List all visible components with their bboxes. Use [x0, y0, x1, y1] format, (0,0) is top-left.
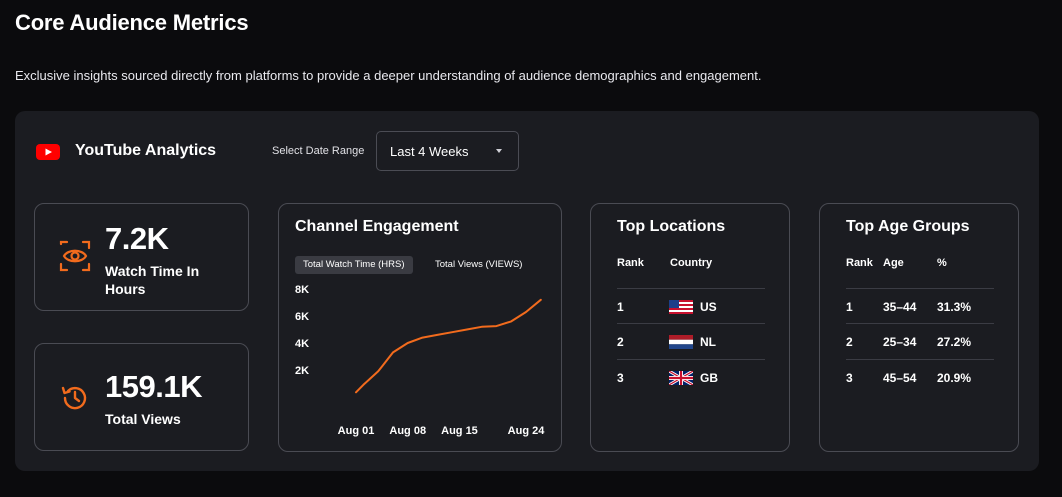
- age-rank-header: Rank: [846, 257, 873, 269]
- age-range: 35–44: [883, 300, 917, 314]
- location-country: NL: [700, 335, 716, 349]
- divider: [846, 323, 994, 324]
- watch-time-value: 7.2K: [105, 221, 169, 256]
- total-views-card: 159.1K Total Views: [34, 343, 249, 451]
- age-header: Age: [883, 257, 904, 269]
- gb-flag-icon: [669, 371, 693, 385]
- engagement-line-chart: 2K 4K 6K 8K Aug 01 Aug 08 Aug 15 Aug 24: [295, 284, 546, 437]
- series-line-watch-time: [355, 298, 542, 394]
- date-range-label: Select Date Range: [272, 145, 365, 157]
- x-tick-label: Aug 15: [441, 425, 478, 437]
- age-rank: 3: [846, 371, 853, 385]
- top-locations-card: Top Locations Rank Country 1 US 2 NL 3 G…: [590, 203, 790, 452]
- date-range-select[interactable]: Last 4 Weeks: [376, 131, 519, 171]
- locations-title: Top Locations: [617, 218, 726, 235]
- date-range-value: Last 4 Weeks: [390, 143, 469, 159]
- engagement-title: Channel Engagement: [295, 218, 459, 235]
- x-tick-label: Aug 01: [338, 425, 375, 437]
- chevron-down-icon: [496, 149, 502, 153]
- channel-engagement-card: Channel Engagement Total Watch Time (HRS…: [278, 203, 562, 452]
- location-rank: 1: [617, 300, 624, 314]
- page-subtitle: Exclusive insights sourced directly from…: [15, 68, 762, 83]
- divider: [617, 323, 765, 324]
- tab-total-views[interactable]: Total Views (VIEWS): [427, 256, 530, 274]
- age-percent: 20.9%: [937, 371, 972, 385]
- history-icon: [61, 386, 87, 410]
- age-rank: 2: [846, 335, 853, 349]
- locations-rank-header: Rank: [617, 257, 644, 269]
- divider: [846, 288, 994, 289]
- age-range: 45–54: [883, 371, 917, 385]
- platform-title: YouTube Analytics: [75, 142, 217, 159]
- location-country: US: [700, 300, 717, 314]
- page-title: Core Audience Metrics: [15, 10, 249, 35]
- age-percent: 27.2%: [937, 335, 972, 349]
- youtube-analytics-panel: YouTube Analytics Select Date Range Last…: [15, 111, 1039, 471]
- eye-icon: [59, 240, 91, 272]
- tab-total-watch-time[interactable]: Total Watch Time (HRS): [295, 256, 413, 274]
- divider: [617, 359, 765, 360]
- age-pct-header: %: [937, 257, 947, 269]
- y-tick-label: 8K: [295, 284, 309, 296]
- total-views-label: Total Views: [105, 411, 181, 427]
- y-tick-label: 6K: [295, 311, 309, 323]
- divider: [617, 288, 765, 289]
- location-rank: 2: [617, 335, 624, 349]
- total-views-value: 159.1K: [105, 369, 202, 404]
- youtube-logo-icon: [36, 144, 60, 160]
- watch-time-label: Watch Time In Hours: [105, 263, 200, 297]
- watch-time-card: 7.2K Watch Time In Hours: [34, 203, 249, 311]
- x-tick-label: Aug 08: [389, 425, 426, 437]
- y-tick-label: 2K: [295, 365, 309, 377]
- nl-flag-icon: [669, 335, 693, 349]
- x-tick-label: Aug 24: [508, 425, 546, 437]
- age-range: 25–34: [883, 335, 917, 349]
- age-percent: 31.3%: [937, 300, 972, 314]
- locations-country-header: Country: [670, 257, 713, 269]
- top-age-groups-card: Top Age Groups Rank Age % 1 35–44 31.3% …: [819, 203, 1019, 452]
- location-country: GB: [700, 371, 718, 385]
- us-flag-icon: [669, 300, 693, 314]
- divider: [846, 359, 994, 360]
- age-groups-title: Top Age Groups: [846, 218, 970, 235]
- location-rank: 3: [617, 371, 624, 385]
- age-rank: 1: [846, 300, 853, 314]
- y-tick-label: 4K: [295, 338, 309, 350]
